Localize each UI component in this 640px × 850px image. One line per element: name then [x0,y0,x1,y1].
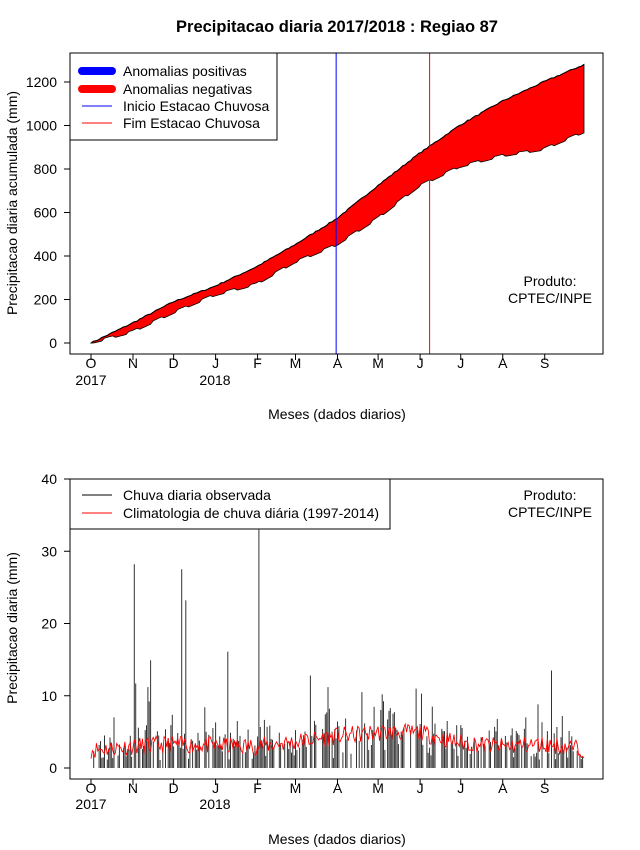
x-tick-label: A [333,780,343,796]
x-axis-title-bottom: Meses (dados diarios) [268,831,406,847]
y-axis-title: Precipitacao diaria acumulada (mm) [4,91,20,315]
x-tick-label: M [290,780,302,796]
x-tick-label: D [169,780,179,796]
product-source: CPTEC/INPE [508,290,592,306]
y-tick-label: 40 [41,471,57,487]
y-axis-title-bottom: Precipitacao diaria (mm) [4,552,20,704]
x-tick-label: M [372,355,384,371]
y-tick-label: 400 [34,248,58,264]
x-tick-label: F [253,355,262,371]
y-tick-label: 200 [34,292,58,308]
year-label-2017: 2017 [75,372,106,388]
y-tick-label: 0 [49,335,57,351]
x-tick-label: D [169,355,179,371]
y-tick-label: 0 [49,760,57,776]
x-tick-label: J [212,780,219,796]
climatology-daily-line [90,722,585,759]
y-axis: 0 200 400 600 800 1000 1200 [26,74,70,351]
legend-bottom: Chuva diaria observada Climatologia de c… [69,478,391,530]
x-tick-label: J [417,355,424,371]
legend-label-observed: Chuva diaria observada [123,487,271,503]
product-source-bottom: CPTEC/INPE [508,504,592,520]
year-label-2018: 2018 [199,372,230,388]
y-tick-label: 600 [34,205,58,221]
y-tick-label: 10 [41,688,57,704]
x-tick-label: O [86,355,97,371]
daily-bars-group [93,529,584,768]
chart-title: Precipitacao diaria 2017/2018 : Regiao 8… [176,18,498,36]
product-label-bottom: Produto: [524,487,577,503]
y-axis-bottom: 0 10 20 30 40 [41,471,70,776]
cumulative-chart: Precipitacao diaria 2017/2018 : Regiao 8… [4,18,604,422]
year-label-2017-bottom: 2017 [75,796,106,812]
product-label: Produto: [524,273,577,289]
x-axis-title: Meses (dados diarios) [268,406,406,422]
legend-label-start: Inicio Estacao Chuvosa [123,98,270,114]
x-tick-label: M [372,780,384,796]
x-tick-label: A [498,355,508,371]
x-tick-label: N [128,355,138,371]
legend-label-negative: Anomalias negativas [123,81,252,97]
y-tick-label: 1000 [26,118,57,134]
x-tick-label: S [540,355,549,371]
x-tick-label: N [128,780,138,796]
year-label-2018-bottom: 2018 [199,796,230,812]
plot-frame [69,52,604,355]
legend-box-bottom [69,478,391,530]
x-tick-label: A [333,355,343,371]
x-tick-label: J [457,780,464,796]
daily-chart: 0 10 20 30 40 O N D J F M A M J J A S 2017 2018 Meses (… [4,471,604,847]
x-tick-label: F [253,780,262,796]
y-tick-label: 800 [34,161,58,177]
y-tick-label: 20 [41,616,57,632]
x-tick-label: M [290,355,302,371]
x-tick-label: J [457,355,464,371]
season-lines [335,53,431,354]
legend: Anomalias positivas Anomalias negativas … [69,52,278,141]
anomaly-area-group [89,63,585,344]
x-tick-label: O [86,780,97,796]
x-tick-label: J [417,780,424,796]
x-tick-label: S [540,780,549,796]
legend-label-positive: Anomalias positivas [123,63,247,79]
climatology-line-group [90,722,585,759]
y-tick-label: 30 [41,543,57,559]
x-tick-label: J [212,355,219,371]
legend-label-climatology: Climatologia de chuva diária (1997-2014) [123,505,379,521]
y-tick-label: 1200 [26,74,57,90]
legend-label-end: Fim Estacao Chuvosa [123,115,260,131]
x-tick-label: A [498,780,508,796]
climatology-cumulative-line [90,63,585,344]
